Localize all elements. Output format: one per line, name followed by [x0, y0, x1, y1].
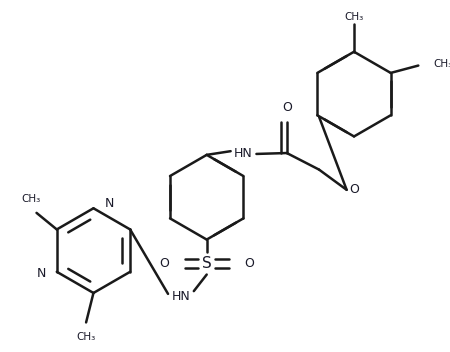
Text: N: N [104, 197, 114, 210]
Text: HN: HN [171, 290, 190, 303]
Text: N: N [36, 267, 46, 280]
Text: CH₃: CH₃ [344, 12, 364, 22]
Text: O: O [159, 257, 169, 270]
Text: O: O [349, 183, 359, 196]
Text: O: O [244, 257, 254, 270]
Text: CH₃: CH₃ [76, 332, 96, 342]
Text: CH₃: CH₃ [433, 59, 450, 69]
Text: O: O [282, 101, 292, 114]
Text: S: S [202, 256, 212, 271]
Text: CH₃: CH₃ [22, 194, 40, 204]
Text: HN: HN [234, 146, 253, 159]
